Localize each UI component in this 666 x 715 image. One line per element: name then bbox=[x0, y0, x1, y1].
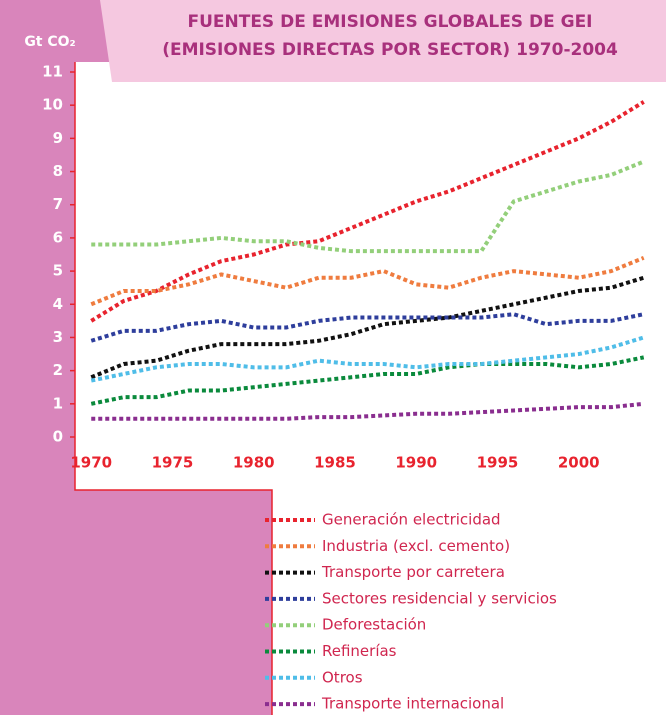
x-tick-label: 1985 bbox=[314, 454, 356, 472]
legend-label: Sectores residencial y servicios bbox=[322, 589, 557, 607]
legend-label: Transporte por carretera bbox=[321, 563, 505, 581]
x-tick-label: 1970 bbox=[70, 454, 112, 472]
y-tick-label: 8 bbox=[53, 162, 63, 180]
axis-frame bbox=[74, 62, 273, 715]
legend-label: Generación electricidad bbox=[322, 511, 501, 529]
x-tick-label: 1980 bbox=[233, 454, 275, 472]
chart-subtitle: (EMISIONES DIRECTAS POR SECTOR) 1970-200… bbox=[162, 40, 618, 60]
legend-label: Otros bbox=[322, 668, 363, 686]
y-tick-label: 2 bbox=[53, 361, 63, 379]
y-tick-label: 5 bbox=[53, 262, 63, 280]
y-tick-label: 1 bbox=[53, 394, 63, 412]
series-line bbox=[91, 159, 645, 254]
x-tick-label: 2000 bbox=[558, 454, 600, 472]
y-tick-label: 7 bbox=[53, 195, 63, 213]
y-axis-label: Gt CO₂ bbox=[24, 34, 75, 50]
legend-label: Transporte internacional bbox=[321, 695, 504, 713]
y-tick-label: 3 bbox=[53, 328, 63, 346]
series-line bbox=[90, 355, 645, 406]
y-tick-label: 0 bbox=[53, 428, 63, 446]
series-line bbox=[90, 312, 645, 343]
y-tick-label: 6 bbox=[53, 228, 63, 246]
x-tick-label: 1975 bbox=[152, 454, 194, 472]
legend-label: Industria (excl. cemento) bbox=[322, 537, 510, 555]
chart-title: FUENTES DE EMISIONES GLOBALES DE GEI bbox=[187, 12, 592, 32]
legend-box bbox=[272, 490, 666, 715]
title-box bbox=[100, 0, 666, 82]
plot-area bbox=[75, 62, 666, 490]
series-line bbox=[90, 275, 645, 380]
series-line bbox=[90, 335, 645, 383]
series-line bbox=[91, 401, 644, 421]
y-tick-label: 9 bbox=[53, 129, 63, 147]
x-tick-label: 1990 bbox=[395, 454, 437, 472]
series-line bbox=[90, 100, 645, 323]
y-tick-label: 10 bbox=[42, 96, 63, 114]
y-tick-label: 11 bbox=[42, 63, 63, 81]
y-tick-label: 4 bbox=[53, 295, 63, 313]
legend-label: Deforestación bbox=[322, 616, 426, 634]
x-tick-label: 1995 bbox=[477, 454, 519, 472]
legend-label: Refinerías bbox=[322, 642, 397, 660]
